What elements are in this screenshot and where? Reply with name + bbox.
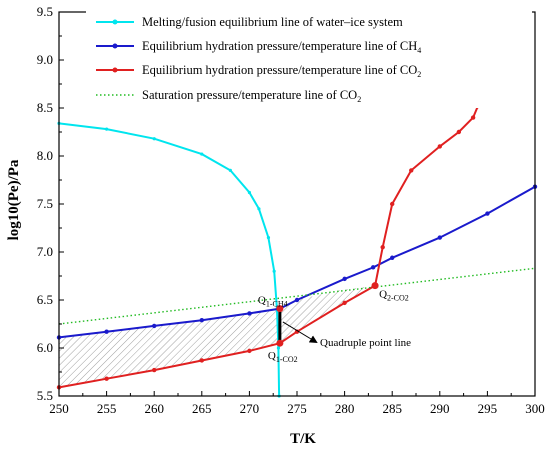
- tick-layer: 250 255 260 265 270 275 280 285 290 295 300 5.5 6.0 6…: [37, 4, 545, 416]
- x-tick-label-290: 290: [430, 401, 450, 416]
- legend-label-co2-saturation: Saturation pressure/temperature line of …: [142, 88, 361, 104]
- data-point-ch4-2: [152, 323, 157, 329]
- data-point-co2-hydration-9: [380, 245, 385, 250]
- data-point-co2-hydration-7: [342, 300, 347, 306]
- hatched-region: [59, 285, 376, 388]
- y-tick-label-7.0: 7.0: [37, 244, 53, 259]
- y-tick-label-6.5: 6.5: [37, 292, 53, 307]
- series-line-co2-hydration: [58, 105, 479, 389]
- data-point-co2-hydration-10: [390, 201, 395, 207]
- x-tick-label-285: 285: [382, 401, 402, 416]
- x-tick-label-250: 250: [49, 401, 69, 416]
- y-tick-label-6.0: 6.0: [37, 340, 53, 355]
- legend-label-co2-hydration: Equilibrium hydration pressure/temperatu…: [142, 63, 421, 79]
- data-point-water-ice-6: [257, 207, 261, 211]
- data-point-co2-hydration-1: [104, 376, 109, 381]
- data-point-ch4-7: [342, 276, 347, 282]
- legend-entry-water-ice: Melting/fusion equilibrium line of water…: [96, 15, 403, 29]
- special-point-1-CH4: [276, 305, 284, 313]
- data-point-ch4-6: [294, 297, 300, 303]
- legend-entry-co2-hydration: Equilibrium hydration pressure/temperatu…: [96, 63, 421, 79]
- y-tick-label-9.5: 9.5: [37, 4, 53, 19]
- data-point-water-ice-5: [247, 190, 251, 195]
- data-point-co2-hydration-3: [199, 358, 204, 363]
- data-point-ch4-4: [247, 311, 252, 316]
- x-tick-label-265: 265: [192, 401, 212, 416]
- data-point-water-ice-10: [276, 346, 281, 350]
- series-layer: [56, 103, 538, 398]
- y-axis-title: log10(Pe)/Pa: [6, 159, 22, 240]
- data-point-co2-hydration-4: [247, 348, 252, 354]
- data-point-ch4-11: [485, 211, 490, 216]
- annotation-layer: Quadruple point line: [320, 337, 411, 349]
- annotation-quadruple-point-line: Quadruple point line: [320, 337, 411, 349]
- x-tick-label-270: 270: [240, 401, 260, 416]
- special-point-1-CO2: [276, 339, 284, 347]
- special-point-label-2-CO2: Q2-CO2: [379, 289, 409, 303]
- legend-marker-ch4: [112, 43, 118, 49]
- data-point-co2-hydration-12: [437, 144, 442, 149]
- x-axis-title: T/K: [290, 431, 316, 447]
- data-point-ch4-10: [437, 235, 442, 240]
- data-point-co2-hydration-14: [470, 115, 476, 120]
- legend-entry-ch4: Equilibrium hydration pressure/temperatu…: [96, 39, 421, 55]
- data-point-co2-hydration-13: [456, 129, 462, 135]
- legend-box: [86, 10, 532, 108]
- x-tick-label-280: 280: [335, 401, 355, 416]
- series-line-water-ice: [58, 122, 281, 397]
- data-point-co2-hydration-11: [409, 168, 414, 173]
- x-tick-label-300: 300: [525, 401, 545, 416]
- annotation-arrow: [282, 321, 318, 344]
- x-tick-label-255: 255: [97, 401, 117, 416]
- y-tick-label-7.5: 7.5: [37, 196, 53, 211]
- data-point-water-ice-1: [105, 127, 109, 131]
- data-point-ch4-9: [390, 255, 395, 260]
- y-tick-label-8.0: 8.0: [37, 148, 53, 163]
- x-tick-label-275: 275: [287, 401, 307, 416]
- legend: Melting/fusion equilibrium line of water…: [86, 10, 532, 108]
- legend-marker-water-ice: [112, 19, 118, 25]
- special-point-label-1-CO2: Q1-CO2: [268, 350, 298, 364]
- hatched-region-layer: [59, 285, 376, 388]
- data-point-ch4-3: [199, 317, 204, 323]
- data-point-water-ice-8: [272, 269, 276, 273]
- y-tick-label-8.5: 8.5: [37, 100, 53, 115]
- y-tick-label-9.0: 9.0: [37, 52, 53, 67]
- x-tick-label-295: 295: [478, 401, 498, 416]
- special-points-layer: Q1-CH4 Q1-CO2 Q2-CO2: [258, 282, 409, 364]
- data-point-water-ice-4: [228, 168, 232, 172]
- special-point-label-1-CH4: Q1-CH4: [258, 295, 288, 309]
- data-point-ch4-8: [370, 265, 376, 270]
- data-point-water-ice-3: [200, 152, 204, 156]
- data-point-water-ice-7: [266, 236, 271, 240]
- special-point-2-CO2: [371, 282, 379, 290]
- data-point-co2-hydration-2: [152, 367, 157, 373]
- y-tick-label-5.5: 5.5: [37, 388, 53, 403]
- data-point-water-ice-2: [152, 137, 156, 141]
- legend-label-ch4: Equilibrium hydration pressure/temperatu…: [142, 39, 421, 55]
- legend-marker-co2-hydration: [112, 67, 118, 73]
- legend-entry-co2-saturation: Saturation pressure/temperature line of …: [96, 88, 361, 104]
- data-point-ch4-1: [104, 329, 109, 334]
- legend-label-water-ice: Melting/fusion equilibrium line of water…: [142, 15, 403, 29]
- x-tick-label-260: 260: [144, 401, 164, 416]
